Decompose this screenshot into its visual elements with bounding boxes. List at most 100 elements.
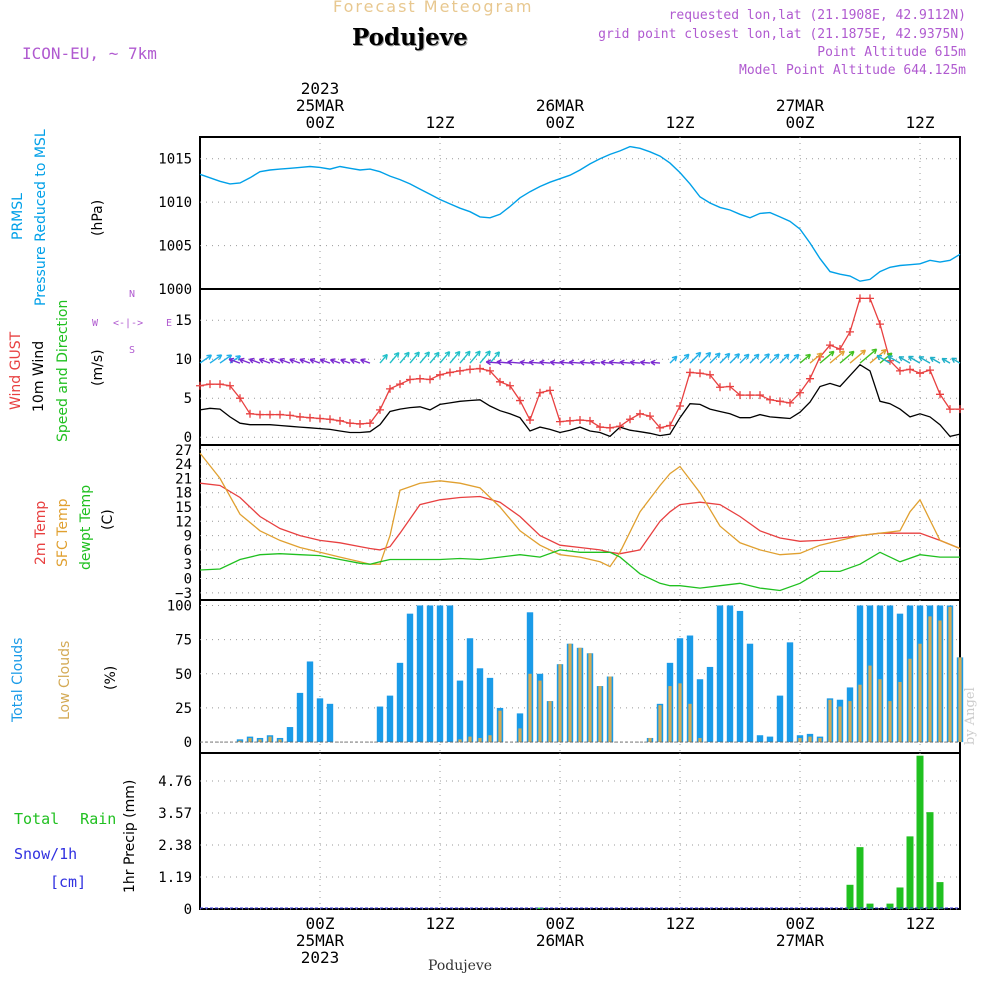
- wind-direction-arrow: [550, 361, 561, 364]
- gust-marker: [226, 381, 234, 390]
- wind-direction-arrowhead: [496, 359, 502, 366]
- model-altitude: Model Point Altitude 644.125m: [739, 63, 966, 78]
- wind-direction-arrowhead: [918, 356, 925, 362]
- wind-direction-arrowhead: [941, 357, 948, 364]
- low-cloud-bar: [918, 643, 922, 743]
- ytick-label-pressure: 1010: [158, 195, 192, 211]
- ytick-label-clouds: 0: [184, 735, 192, 751]
- total-cloud-bar: [476, 668, 484, 743]
- temp-dewpt-line: [199, 549, 960, 592]
- wind-10m-label: 10m Wind: [31, 340, 47, 412]
- snow-label: Snow/1h: [14, 845, 78, 863]
- wind-direction-arrow: [269, 358, 281, 364]
- wind-direction-arrow: [209, 354, 223, 364]
- rain-bar: [926, 812, 934, 909]
- wind-direction-arrowhead: [319, 358, 326, 364]
- snow-unit: [cm]: [50, 873, 87, 891]
- ytick-label-wind: 0: [184, 430, 192, 446]
- ytick-label-clouds: 50: [175, 667, 192, 683]
- wind-direction-arrowhead: [424, 351, 430, 358]
- total-cloud-bar: [766, 736, 774, 743]
- time-label: 12Z: [665, 914, 695, 933]
- wind-direction-arrowhead: [579, 359, 585, 366]
- gust-marker: [476, 364, 484, 373]
- wind-direction-arrow: [709, 352, 721, 364]
- wind-direction-arrowhead: [600, 359, 606, 366]
- temp-unit: (C): [100, 509, 116, 530]
- total-cloud-bar: [446, 605, 454, 743]
- wind-direction-arrowhead: [289, 357, 295, 364]
- wind-direction-arrow: [739, 353, 750, 364]
- gust-marker: [436, 370, 444, 379]
- time-label: 27MAR: [775, 96, 825, 115]
- gust-marker: [726, 382, 734, 391]
- wind-direction-arrowhead: [238, 357, 245, 364]
- wind-direction-arrow: [529, 361, 541, 364]
- gust-marker: [906, 365, 914, 374]
- wind-direction-arrowhead: [269, 357, 275, 364]
- wind-direction-arrowhead: [475, 350, 481, 357]
- wind-direction-arrow: [579, 361, 591, 364]
- wind-direction-arrow: [228, 358, 241, 364]
- gust-marker: [706, 370, 714, 379]
- wind-direction-arrow: [559, 361, 571, 364]
- wind-direction-arrow: [239, 358, 251, 364]
- gust-marker: [366, 419, 374, 428]
- gust-marker: [286, 411, 294, 420]
- time-label: 26MAR: [535, 96, 585, 115]
- panel-frame-pressure: [199, 136, 961, 290]
- gust-marker: [596, 423, 604, 432]
- wind-direction-arrowhead: [705, 351, 712, 358]
- time-label: 26MAR: [535, 931, 585, 950]
- wind-direction-arrow: [439, 351, 451, 364]
- pressure-label-desc: Pressure Reduced to MSL: [33, 129, 49, 306]
- time-label: 25MAR: [295, 931, 345, 950]
- low-cloud-bar: [928, 616, 932, 743]
- wind-direction-arrowhead: [382, 353, 388, 360]
- wind-direction-arrow: [350, 359, 361, 364]
- wind-direction-arrow: [489, 351, 500, 364]
- wind-direction-arrow: [729, 353, 740, 364]
- gust-marker: [396, 380, 404, 389]
- total-cloud-bar: [416, 605, 424, 743]
- time-label: 00Z: [305, 113, 335, 132]
- low-cloud-bar: [888, 701, 892, 743]
- wind-direction-arrow: [689, 351, 702, 364]
- rain-bar: [936, 882, 944, 909]
- gust-marker: [936, 390, 944, 399]
- wind-direction-arrow: [519, 361, 531, 364]
- gust-marker: [696, 369, 704, 378]
- gust-marker: [826, 341, 834, 350]
- low-clouds-label: Low Clouds: [57, 640, 73, 720]
- wind-direction-arrowhead: [639, 359, 646, 366]
- gust-marker: [566, 416, 574, 425]
- low-cloud-bar: [808, 736, 812, 743]
- wind-direction-label: Speed and Direction: [55, 299, 71, 442]
- rain-bar: [916, 755, 924, 909]
- total-cloud-bar: [466, 638, 474, 743]
- gust-marker: [246, 409, 254, 418]
- ytick-label-temperature: 6: [184, 543, 192, 559]
- gust-marker: [646, 412, 654, 421]
- wind-direction-arrow: [809, 352, 823, 364]
- low-cloud-bar: [528, 673, 532, 743]
- wind-direction-arrow: [259, 358, 271, 364]
- rain-bar: [866, 903, 874, 909]
- compass-e: E: [166, 318, 173, 329]
- wind-direction-arrowhead: [309, 358, 316, 364]
- wind-direction-arrowhead: [434, 351, 440, 358]
- wind-direction-arrow: [379, 354, 388, 364]
- total-cloud-bar: [306, 661, 314, 743]
- wind-direction-arrowhead: [683, 353, 690, 360]
- wind-direction-arrow: [389, 352, 400, 364]
- ytick-label-clouds: 100: [167, 598, 192, 614]
- wind-direction-arrowhead: [279, 357, 285, 364]
- wind-direction-arrow: [918, 356, 931, 364]
- ytick-label-temperature: 27: [175, 443, 192, 459]
- wind-direction-arrowhead: [793, 353, 800, 360]
- ytick-label-pressure: 1005: [158, 239, 192, 255]
- low-cloud-bar: [498, 710, 502, 743]
- wind-direction-arrowhead: [444, 351, 451, 357]
- gust-marker: [346, 419, 354, 428]
